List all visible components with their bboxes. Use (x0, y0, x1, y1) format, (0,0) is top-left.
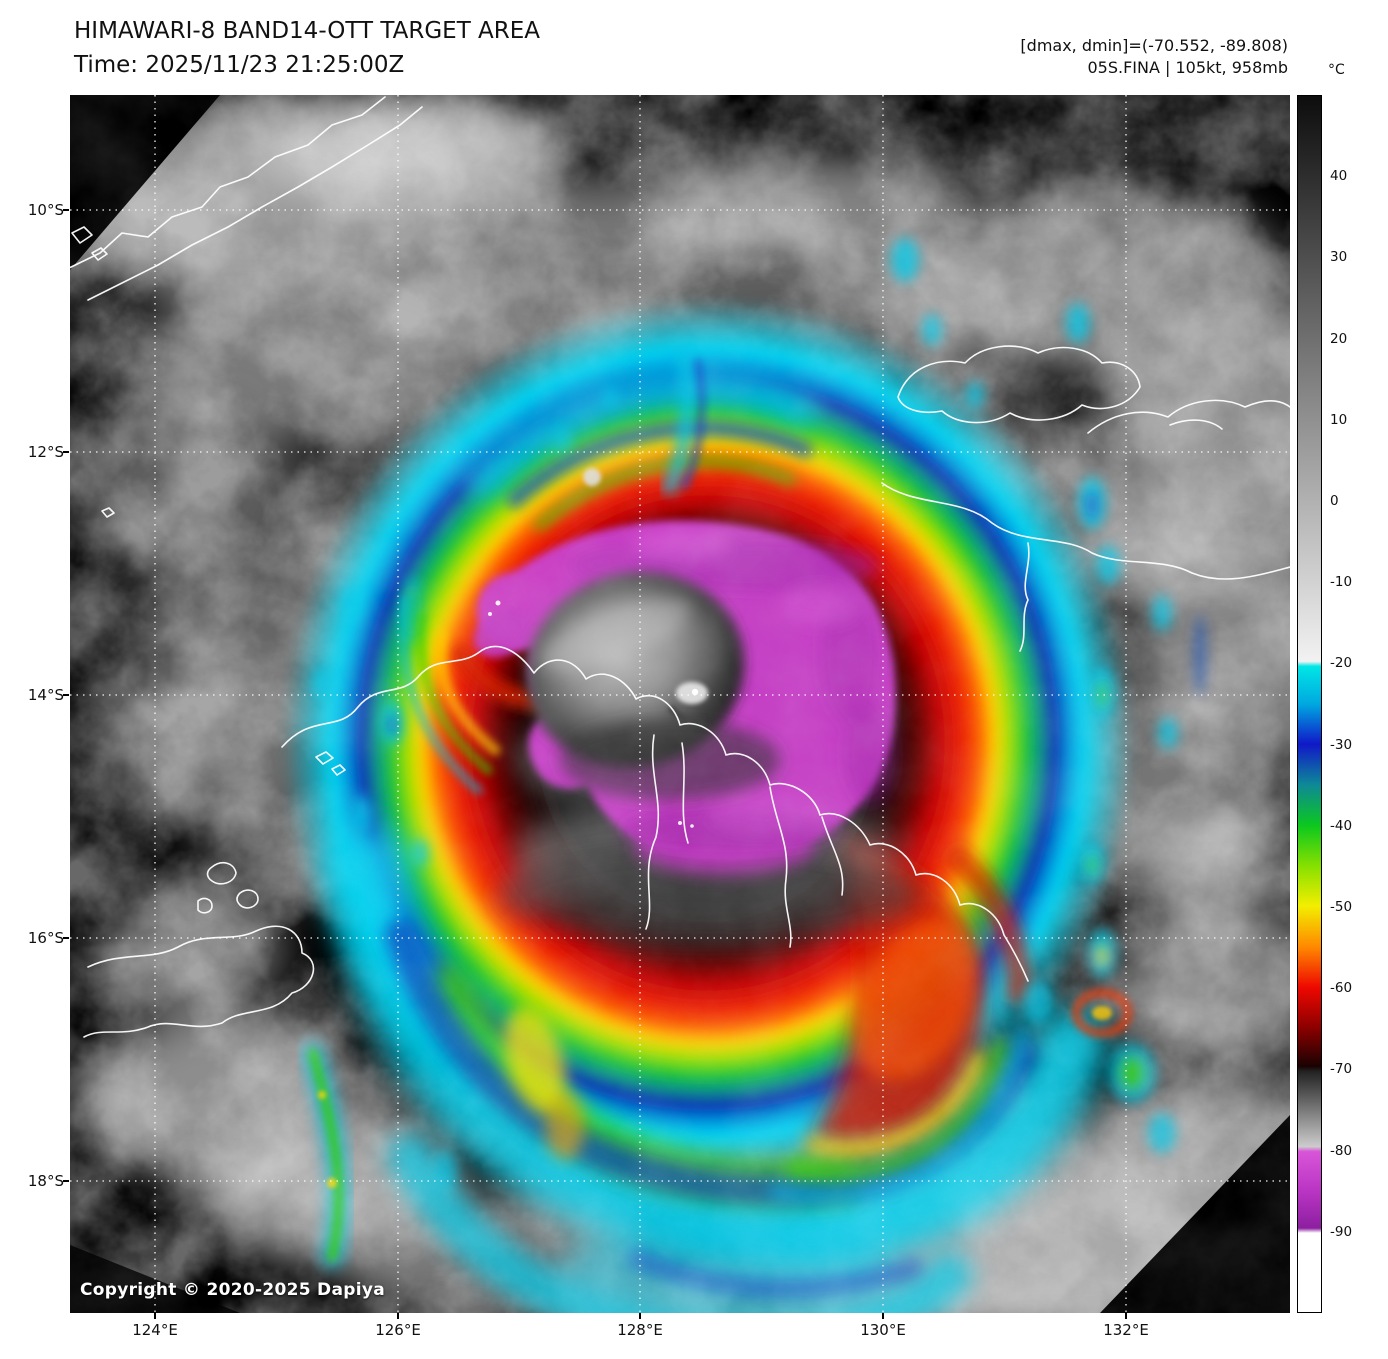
lat-tick-label: 14°S (27, 686, 64, 704)
satellite-imagery (20, 95, 1355, 1359)
colorbar-tick-label: 20 (1330, 331, 1348, 347)
colorbar-gradient (1297, 95, 1322, 1313)
lon-tick-label: 132°E (1103, 1321, 1149, 1339)
page-title: HIMAWARI-8 BAND14-OTT TARGET AREA (74, 18, 541, 44)
satellite-map (20, 95, 1355, 1359)
colorbar-tick-label: -70 (1330, 1061, 1353, 1077)
colorbar-tick-label: -10 (1330, 574, 1353, 590)
x-axis-tick (1125, 1313, 1127, 1319)
lon-tick-label: 126°E (375, 1321, 421, 1339)
colorbar-tick-label: 40 (1330, 168, 1348, 184)
lat-tick-label: 10°S (27, 201, 64, 219)
lon-tick-label: 130°E (860, 1321, 906, 1339)
colorbar-tick-label: 0 (1330, 493, 1339, 509)
lat-tick-label: 12°S (27, 443, 64, 461)
y-axis-tick (63, 937, 69, 939)
y-axis-tick (63, 694, 69, 696)
y-axis-tick (63, 451, 69, 453)
x-axis-tick (397, 1313, 399, 1319)
dmax-dmin-label: [dmax, dmin]=(-70.552, -89.808) (1020, 36, 1288, 55)
graticule-gridlines (70, 95, 1290, 1313)
copyright-label: Copyright © 2020-2025 Dapiya (80, 1280, 385, 1300)
colorbar-tick-label: -20 (1330, 655, 1353, 671)
x-axis-tick (154, 1313, 156, 1319)
x-axis-tick (639, 1313, 641, 1319)
colorbar-tick-label: -80 (1330, 1143, 1353, 1159)
colorbar-tick-label: -50 (1330, 899, 1353, 915)
y-axis-tick (63, 1180, 69, 1182)
x-axis-tick (882, 1313, 884, 1319)
coastlines (64, 96, 1291, 1038)
colorbar-tick-label: -30 (1330, 737, 1353, 753)
colorbar-tick-label: -40 (1330, 818, 1353, 834)
colorbar-tick-label: 30 (1330, 249, 1348, 265)
y-axis-tick (63, 209, 69, 211)
lon-tick-label: 128°E (617, 1321, 663, 1339)
colorbar-tick-label: -90 (1330, 1224, 1353, 1240)
storm-info-label: 05S.FINA | 105kt, 958mb (1087, 58, 1288, 77)
lat-tick-label: 18°S (27, 1172, 64, 1190)
colorbar-tick-label: 10 (1330, 412, 1348, 428)
colorbar-tick-label: -60 (1330, 980, 1353, 996)
timestamp-label: Time: 2025/11/23 21:25:00Z (74, 52, 405, 78)
lat-tick-label: 16°S (27, 929, 64, 947)
lon-tick-label: 124°E (132, 1321, 178, 1339)
colorbar-unit-label: °C (1328, 62, 1345, 78)
